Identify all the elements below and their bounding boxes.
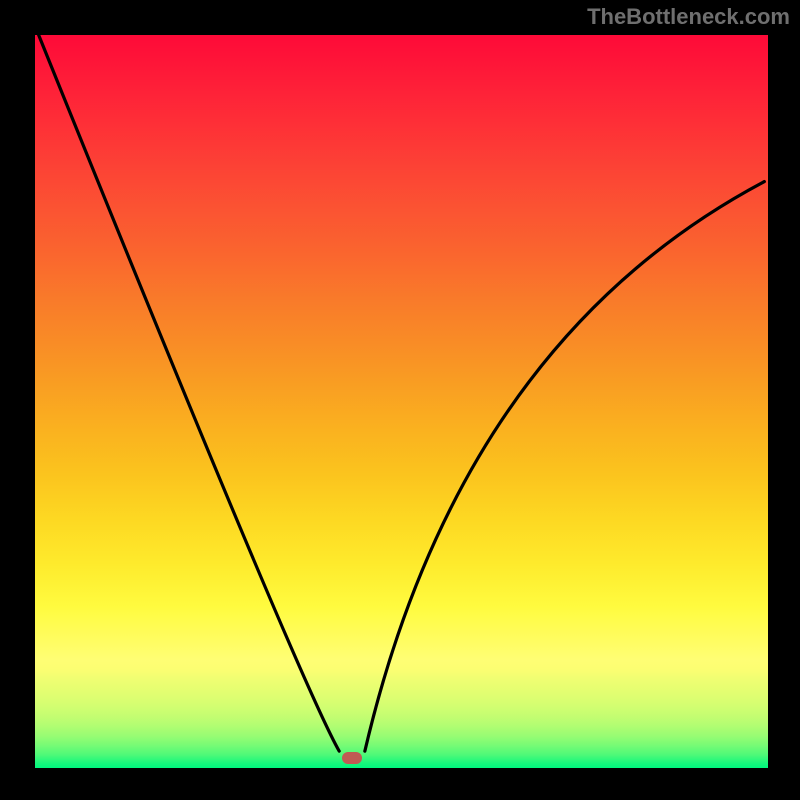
- chart-container: TheBottleneck.com: [0, 0, 800, 800]
- plot-area: [35, 35, 768, 768]
- bottleneck-curve: [35, 35, 768, 768]
- watermark-text: TheBottleneck.com: [587, 4, 790, 30]
- optimum-marker: [342, 752, 362, 764]
